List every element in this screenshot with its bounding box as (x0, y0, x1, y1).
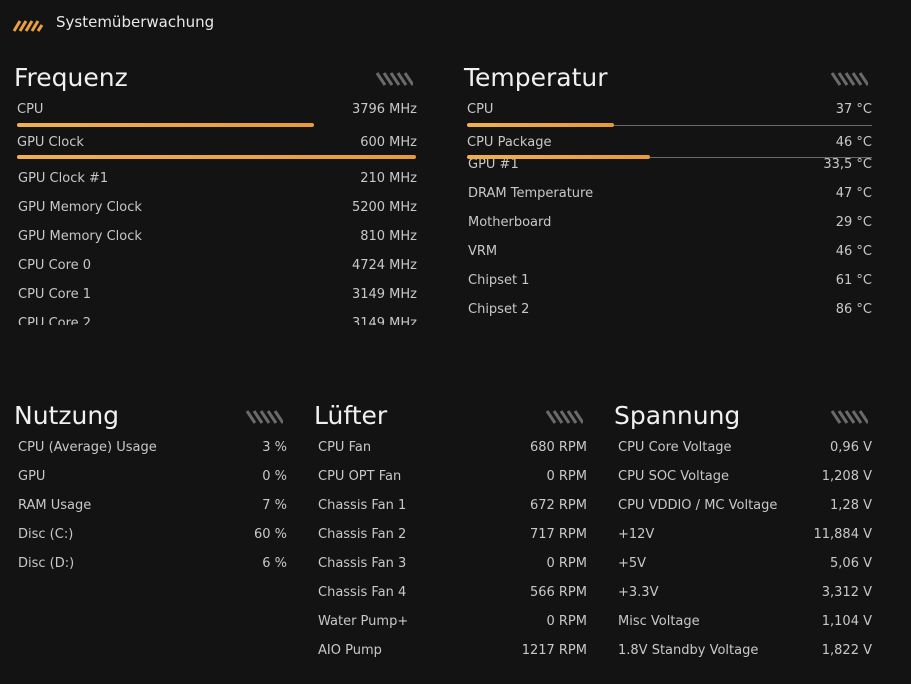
row-label: CPU OPT Fan (318, 469, 402, 484)
row-value: 680 RPM (529, 440, 587, 455)
row-label: GPU #1 (468, 158, 519, 172)
row-label: CPU Core Voltage (618, 440, 732, 455)
row-value: 5200 MHz (351, 200, 417, 215)
row-label: +3.3V (618, 585, 659, 600)
panel-icon (245, 410, 283, 424)
progress-bar (17, 123, 314, 127)
row-value: 0 RPM (546, 556, 588, 571)
panel-list: GPU Clock #1 210 MHz GPU Memory Clock 5200 … (14, 165, 421, 325)
row-label: Disc (C:) (18, 527, 74, 542)
row-value: 1,822 V (821, 643, 872, 658)
row-label: CPU (467, 102, 494, 117)
row-label: Chassis Fan 4 (318, 585, 407, 600)
row-value: 11,884 V (813, 527, 872, 542)
row-value: 210 MHz (360, 171, 417, 186)
row-value: 33,5 °C (823, 158, 872, 172)
row-value: 37 °C (835, 102, 872, 117)
row-label: AIO Pump (318, 643, 382, 658)
row-value: 6 % (262, 556, 287, 571)
panel-list: GPU #1 33,5 °C DRAM Temperature 47 °C Mother… (464, 158, 876, 325)
row-value: 3149 MHz (351, 316, 417, 325)
row-label: VRM (468, 244, 498, 259)
row-value: 60 % (253, 527, 287, 542)
row-value: 600 MHz (360, 135, 417, 150)
panel-list: CPU (Average) Usage 3 % GPU 0 % RAM Usage 7 %… (14, 435, 291, 684)
panel-title: Spannung (614, 401, 741, 430)
progress-bar (467, 155, 650, 159)
progress-bar (17, 155, 416, 159)
row-label: Disc (D:) (18, 556, 75, 571)
row-value: 0 RPM (546, 469, 588, 484)
row-value: 7 % (262, 498, 287, 513)
row-label: +12V (618, 527, 655, 542)
row-label: Motherboard (468, 215, 552, 230)
row-label: CPU Core 1 (18, 287, 92, 302)
row-label: CPU Fan (318, 440, 372, 455)
panel-icon (545, 410, 583, 424)
panel-title: Nutzung (14, 401, 120, 430)
row-label: CPU Package (467, 135, 552, 150)
row-label: DRAM Temperature (468, 186, 594, 201)
row-value: 672 RPM (529, 498, 587, 513)
row-label: 1.8V Standby Voltage (618, 643, 759, 658)
row-value: 1,208 V (821, 469, 872, 484)
bar-track (467, 157, 872, 158)
row-label: GPU Memory Clock (18, 229, 142, 244)
row-value: 3,312 V (821, 585, 872, 600)
panel-icon (830, 410, 868, 424)
panel-icon (375, 72, 413, 86)
row-value: 5,06 V (830, 556, 872, 571)
panel-icon (830, 72, 868, 86)
logo-icon (12, 20, 44, 32)
row-label: Water Pump+ (318, 614, 409, 629)
row-value: 0 RPM (546, 614, 588, 629)
row-value: 717 RPM (529, 527, 587, 542)
row-label: Chipset 1 (468, 273, 530, 288)
row-label: RAM Usage (18, 498, 92, 513)
row-value: 46 °C (835, 244, 872, 259)
row-label: CPU SOC Voltage (618, 469, 730, 484)
row-label: GPU (18, 469, 46, 484)
row-value: 46 °C (835, 135, 872, 150)
row-label: Chassis Fan 1 (318, 498, 407, 513)
row-label: Chassis Fan 2 (318, 527, 407, 542)
row-value: 566 RPM (529, 585, 587, 600)
row-value: 3 % (262, 440, 287, 455)
row-label: Misc Voltage (618, 614, 700, 629)
row-label: CPU VDDIO / MC Voltage (618, 498, 778, 513)
row-value: 810 MHz (360, 229, 417, 244)
row-value: 1,28 V (830, 498, 872, 513)
panel-list: CPU Fan 680 RPM CPU OPT Fan 0 RPM Chassis Fa… (314, 435, 591, 684)
panel-title: Temperatur (464, 63, 608, 92)
row-label: CPU Core 2 (18, 316, 92, 325)
row-label: Chassis Fan 3 (318, 556, 407, 571)
row-label: GPU Clock #1 (18, 171, 109, 186)
row-label: CPU (Average) Usage (18, 440, 157, 455)
row-label: CPU (17, 102, 44, 117)
row-value: 0 % (262, 469, 287, 484)
row-value: 61 °C (835, 273, 872, 288)
row-value: 3149 MHz (351, 287, 417, 302)
panel-title: Lüfter (314, 401, 388, 430)
row-value: 0,96 V (830, 440, 872, 455)
row-value: 29 °C (835, 215, 872, 230)
panel-title: Frequenz (14, 63, 128, 92)
progress-bar (467, 123, 614, 127)
row-value: 47 °C (835, 186, 872, 201)
row-label: GPU Memory Clock (18, 200, 142, 215)
row-label: Chipset 2 (468, 302, 530, 317)
row-value: 4724 MHz (351, 258, 417, 273)
row-value: 3796 MHz (351, 102, 417, 117)
panel-list: CPU Core Voltage 0,96 V CPU SOC Voltage 1,2… (614, 435, 876, 684)
row-label: CPU Core 0 (18, 258, 92, 273)
app-title: Systemüberwachung (56, 13, 215, 31)
row-label: GPU Clock (17, 135, 84, 150)
row-value: 1,104 V (821, 614, 872, 629)
bar-track (467, 125, 872, 126)
row-label: +5V (618, 556, 647, 571)
row-value: 86 °C (835, 302, 872, 317)
row-value: 1217 RPM (521, 643, 587, 658)
